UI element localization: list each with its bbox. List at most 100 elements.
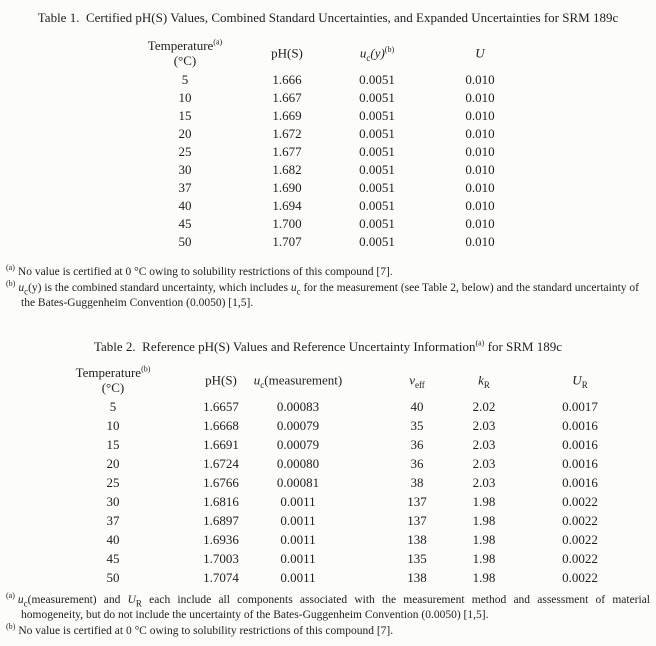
table-cell: 1.667 xyxy=(272,90,302,105)
table-cell: 5 xyxy=(109,398,117,414)
table-row: 25 1.677 0.0051 0.010 xyxy=(0,143,656,161)
table1-col-header-uc: uc(y)(b) xyxy=(359,45,395,64)
table-cell: 1.669 xyxy=(272,108,302,123)
table-cell: 2.03 xyxy=(472,474,496,490)
table-cell: 36 xyxy=(410,436,424,452)
table-cell: 10 xyxy=(178,90,192,105)
table-cell: 1.6766 xyxy=(203,474,239,490)
footnote-ref-a: (a) xyxy=(213,37,223,47)
table-cell: 45 xyxy=(178,216,192,231)
table1-col-header-u: U xyxy=(475,45,485,61)
table-cell: 0.010 xyxy=(465,108,495,123)
table-cell: 0.0051 xyxy=(359,198,395,213)
table-cell: 1.694 xyxy=(272,198,302,213)
table-cell: 30 xyxy=(178,162,192,177)
footnote-ref-b: (b) xyxy=(141,364,151,374)
table-cell: 0.010 xyxy=(465,126,495,141)
table1-col-header-ph: pH(S) xyxy=(271,45,303,61)
table-cell: 1.6936 xyxy=(203,531,239,547)
table-cell: 15 xyxy=(106,436,120,452)
table-cell: 0.010 xyxy=(465,90,495,105)
table-cell: 1.6816 xyxy=(203,493,239,509)
table1-col-header-temperature: Temperature(a) (°C) xyxy=(148,38,222,68)
table-row: 15 1.669 0.0051 0.010 xyxy=(0,107,656,125)
table1-rows: 5 1.666 0.0051 0.010 10 1.667 0.0051 0.010 15 1.6… xyxy=(0,71,656,251)
table-cell: 0.0011 xyxy=(280,531,316,547)
table-cell: 0.0011 xyxy=(280,512,316,528)
table-cell: 0.010 xyxy=(465,198,495,213)
table2-col-header-ph: pH(S) xyxy=(205,372,237,387)
table-cell: 50 xyxy=(106,569,120,585)
table-cell: 0.010 xyxy=(465,162,495,177)
table-cell: 25 xyxy=(106,474,120,490)
table-cell: 0.010 xyxy=(465,234,495,249)
table-cell: 0.0051 xyxy=(359,126,395,141)
table2-footnote-a: (a) uc(measurement) and UR each include a… xyxy=(6,590,650,621)
table2-title: Table 2. Reference pH(S) Values and Refe… xyxy=(94,338,562,354)
table2-footnote-b: (b) No value is certified at 0 °C owing t… xyxy=(6,621,394,637)
table2-col-header-temperature: Temperature(b) (°C) xyxy=(76,365,151,395)
footnote-ref-b: (b) xyxy=(384,45,395,55)
table-cell: 1.672 xyxy=(272,126,302,141)
table-cell: 1.98 xyxy=(472,531,496,547)
table-cell: 40 xyxy=(106,531,120,547)
table2-header: Temperature(b) (°C) pH(S) uc(measurement… xyxy=(0,365,656,395)
table-cell: 0.0022 xyxy=(562,493,598,509)
table-cell: 2.03 xyxy=(472,455,496,471)
table-cell: 10 xyxy=(106,417,120,433)
table-cell: 25 xyxy=(178,144,192,159)
table-cell: 1.98 xyxy=(472,512,496,528)
table-cell: 1.98 xyxy=(472,493,496,509)
table-cell: 0.0011 xyxy=(280,550,316,566)
table-cell: 0.00079 xyxy=(276,436,320,452)
table-cell: 0.010 xyxy=(465,216,495,231)
table-row: 30 1.6816 0.0011 137 1.98 0.0022 xyxy=(0,492,656,511)
table-row: 37 1.6897 0.0011 137 1.98 0.0022 xyxy=(0,511,656,530)
table1-title: Table 1. Certified pH(S) Values, Combine… xyxy=(37,10,619,25)
table-cell: 1.6724 xyxy=(203,455,239,471)
table-cell: 36 xyxy=(410,455,424,471)
table-cell: 50 xyxy=(178,234,192,249)
table-cell: 45 xyxy=(106,550,120,566)
table-row: 50 1.7074 0.0011 138 1.98 0.0022 xyxy=(0,568,656,587)
table2-col-header-veff: veff xyxy=(409,372,425,390)
table2-col-header-kr: kR xyxy=(478,372,490,390)
table-cell: 35 xyxy=(410,417,424,433)
table-row: 5 1.6657 0.00083 40 2.02 0.0017 xyxy=(0,397,656,416)
table-cell: 0.0051 xyxy=(359,216,395,231)
table2-col-header-uc-measurement: uc(measurement) xyxy=(253,372,343,390)
table-cell: 0.0051 xyxy=(359,180,395,195)
table-cell: 1.98 xyxy=(472,550,496,566)
table-cell: 1.98 xyxy=(472,569,496,585)
table-row: 45 1.7003 0.0011 135 1.98 0.0022 xyxy=(0,549,656,568)
table-cell: 15 xyxy=(178,108,192,123)
table-cell: 1.7003 xyxy=(203,550,239,566)
table-cell: 0.0016 xyxy=(562,417,598,433)
table-cell: 0.0022 xyxy=(562,550,598,566)
temperature-label: Temperature(b) xyxy=(75,364,151,380)
table-cell: 0.0016 xyxy=(562,455,598,471)
table2-rows: 5 1.6657 0.00083 40 2.02 0.0017 10 1.6668 0.0007… xyxy=(0,397,656,587)
table-cell: 0.0051 xyxy=(359,234,395,249)
table-cell: 1.677 xyxy=(272,144,302,159)
table-cell: 1.6897 xyxy=(203,512,239,528)
table1-footnotes: (a) No value is certified at 0 °C owing t… xyxy=(6,263,650,312)
table-cell: 0.0022 xyxy=(562,531,598,547)
table-row: 20 1.6724 0.00080 36 2.03 0.0016 xyxy=(0,454,656,473)
table-cell: 1.690 xyxy=(272,180,302,195)
table-cell: 2.03 xyxy=(472,417,496,433)
table-cell: 1.6691 xyxy=(203,436,239,452)
table-cell: 0.0017 xyxy=(562,398,598,414)
table-row: 45 1.700 0.0051 0.010 xyxy=(0,215,656,233)
table-cell: 2.02 xyxy=(472,398,496,414)
table1-header: Temperature(a) (°C) pH(S) uc(y)(b) U xyxy=(0,38,656,68)
table-cell: 20 xyxy=(178,126,192,141)
table-row: 40 1.694 0.0051 0.010 xyxy=(0,197,656,215)
table1-footnote-a: (a) No value is certified at 0 °C owing t… xyxy=(6,263,393,278)
table-cell: 0.0051 xyxy=(359,108,395,123)
table-cell: 0.0016 xyxy=(562,436,598,452)
table-cell: 0.00080 xyxy=(276,455,320,471)
table-cell: 1.6668 xyxy=(203,417,239,433)
table-cell: 5 xyxy=(181,72,189,87)
